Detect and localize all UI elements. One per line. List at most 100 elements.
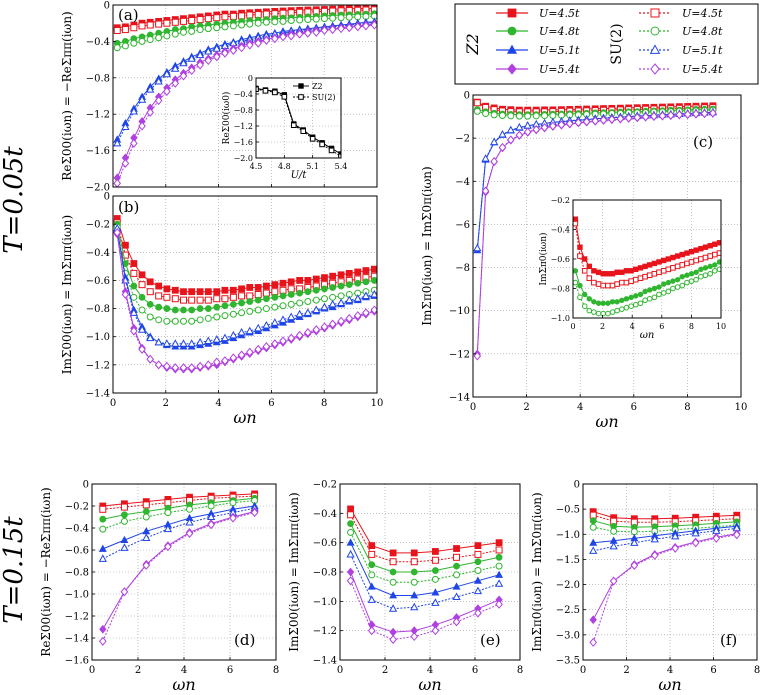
point-a_inset-1-2 — [272, 89, 278, 96]
point-c_inset-1-10 — [619, 279, 625, 286]
point-e-1-2 — [389, 558, 397, 566]
point-c_inset-1-17 — [651, 270, 658, 277]
point-c_inset-0-1 — [577, 244, 583, 250]
point-b-7-15 — [237, 350, 246, 360]
point-e-4-1 — [367, 582, 376, 590]
point-b-3-4 — [146, 313, 154, 321]
point-c_inset-3-5 — [595, 310, 602, 317]
point-c_inset-3-15 — [642, 297, 648, 304]
point-b-7-0 — [113, 228, 122, 238]
ytick-label-f-4: −1.5 — [556, 555, 580, 566]
series-b-5 — [113, 223, 377, 347]
point-a-1-2 — [130, 24, 138, 32]
point-b-5-16 — [245, 326, 254, 335]
point-a-3-28 — [345, 13, 353, 21]
point-b-1-5 — [155, 292, 163, 300]
ytick-label-f-0: −3.5 — [556, 656, 580, 667]
point-a_inset-1-6 — [309, 136, 316, 142]
point-e-1-3 — [410, 558, 418, 566]
point-c-3-9 — [549, 111, 557, 119]
point-b-0-23 — [304, 277, 312, 284]
point-a-1-7 — [171, 18, 179, 26]
point-a-3-0 — [113, 44, 121, 52]
point-b-1-12 — [213, 295, 221, 303]
point-b-2-17 — [254, 296, 262, 304]
ylabel-b: ImΣ00(iωn) = ImΣππ(iωn) — [60, 215, 74, 374]
point-a-7-27 — [337, 24, 345, 34]
point-a-3-19 — [271, 18, 279, 26]
point-b-7-21 — [287, 333, 296, 343]
point-c_inset-0-30 — [712, 241, 718, 247]
point-f-5-4 — [671, 531, 680, 540]
point-c-1-0 — [473, 99, 481, 107]
point-e-0-4 — [431, 548, 439, 555]
point-d-3-0 — [99, 525, 107, 533]
xtick-label-e-1: 2 — [382, 665, 388, 676]
point-b-2-22 — [296, 289, 304, 297]
point-c-7-28 — [709, 108, 717, 118]
point-a_inset-1-5 — [300, 128, 307, 134]
point-c_inset-2-28 — [702, 265, 709, 271]
point-b-5-30 — [361, 291, 371, 299]
frame-a-inset — [255, 77, 342, 159]
point-c_inset-2-16 — [646, 287, 653, 293]
point-a-7-23 — [304, 28, 312, 38]
ytick-label-c-5: −4 — [455, 177, 470, 188]
legend-su2-label-0: U=4.5t — [682, 7, 723, 20]
panel-d — [98, 490, 259, 646]
point-c_inset-3-23 — [679, 282, 686, 289]
point-e-5-4 — [431, 598, 440, 606]
point-d-3-3 — [164, 509, 172, 517]
point-b-3-6 — [163, 317, 171, 325]
point-c_inset-1-20 — [665, 266, 672, 273]
ytick-label-d-6: −0.4 — [65, 524, 89, 535]
legend-su2-label-1: U=4.8t — [682, 25, 723, 38]
ytick-label-a-0: −2.0 — [86, 183, 110, 194]
point-e-3-5 — [453, 571, 461, 579]
point-e-7-2 — [389, 634, 397, 644]
ytick-label-f-5: −1.0 — [556, 530, 580, 541]
point-b-3-12 — [213, 313, 221, 321]
series-b-7 — [113, 228, 377, 373]
panel-c-inset: 0 2 4 6 8 10 −1.0 −0.8 −0.6 −0.4 −0.2 ωn ImΣπ0(iωn) — [538, 196, 726, 341]
point-c_inset-3-24 — [684, 279, 690, 286]
point-b-5-28 — [345, 295, 354, 304]
point-b-1-14 — [229, 293, 237, 301]
point-c_inset-3-31 — [716, 266, 721, 273]
point-a-3-1 — [121, 42, 129, 50]
ytick-label-e-1: −1.2 — [313, 626, 337, 637]
series-line-d-7 — [102, 512, 255, 642]
point-e-2-2 — [389, 568, 397, 576]
series-line-e-0 — [350, 508, 500, 554]
series-line-f-4 — [593, 525, 737, 544]
xtick-label-d-2: 4 — [181, 665, 187, 676]
point-c_inset-3-22 — [674, 284, 681, 290]
point-b-5-2 — [129, 308, 139, 316]
point-a-7-8 — [179, 71, 188, 81]
point-b-0-2 — [130, 260, 138, 267]
point-e-2-3 — [410, 568, 418, 576]
point-c-7-6 — [523, 127, 532, 137]
point-b-3-7 — [171, 317, 179, 325]
series-line-e-3 — [350, 532, 500, 583]
point-c-7-26 — [692, 109, 700, 119]
point-c-3-4 — [507, 112, 515, 120]
point-c_inset-1-27 — [698, 256, 704, 262]
point-b-0-10 — [196, 288, 204, 296]
point-c-7-15 — [599, 115, 608, 125]
point-c_inset-3-27 — [698, 273, 704, 280]
point-b-3-16 — [246, 307, 254, 315]
point-c_inset-2-31 — [716, 259, 721, 265]
ytick-label-a_inset-5: 0 — [248, 74, 253, 83]
point-f-5-5 — [691, 528, 700, 537]
ytick-label-f-2: −2.5 — [556, 605, 580, 616]
xtick-label-d-4: 8 — [273, 665, 279, 676]
point-b-3-10 — [196, 316, 204, 324]
point-e-3-2 — [389, 578, 397, 586]
xtick-label-b-3: 6 — [268, 398, 274, 409]
point-a-1-4 — [146, 21, 154, 29]
legend-su2-label-3: U=5.4t — [682, 63, 723, 76]
point-c_inset-0-5 — [595, 269, 602, 275]
point-b-5-10 — [195, 337, 205, 346]
ytick-label-e-2: −1.0 — [313, 597, 337, 608]
